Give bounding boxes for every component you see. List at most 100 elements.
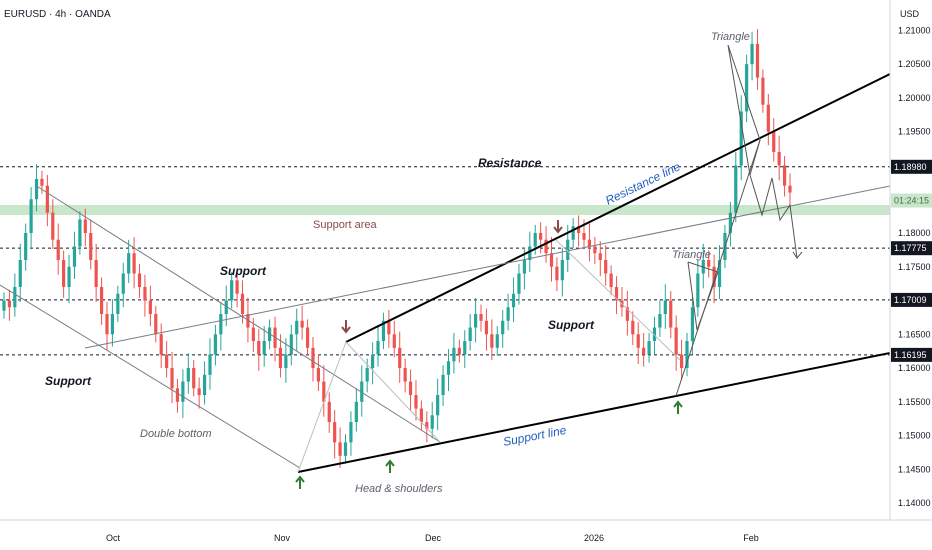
candle-body	[213, 334, 218, 355]
x-tick-label: Nov	[274, 533, 291, 543]
projection-path	[749, 174, 798, 259]
channel-lower	[0, 284, 301, 469]
candle-body	[658, 314, 662, 328]
candle-body	[566, 239, 570, 260]
candle-body	[403, 368, 407, 382]
candle-body	[165, 354, 169, 369]
candle-body	[18, 260, 22, 288]
candle-body	[132, 253, 136, 274]
hs-guide-2	[297, 341, 347, 473]
candle-body	[739, 111, 743, 166]
y-tick-label: 1.20000	[898, 93, 931, 103]
current-price-label: 01:24:15	[894, 196, 929, 206]
candle-body	[490, 334, 494, 348]
price-level-labels: 1.18980 1.17775 1.17009 1.16195 01:24:15	[891, 159, 932, 362]
annot-triangle-1: Triangle	[711, 31, 750, 43]
candle-body	[734, 165, 738, 213]
x-tick-label: Oct	[106, 533, 121, 543]
candle-body	[40, 178, 44, 186]
candle-body	[598, 253, 602, 260]
y-tick-label: 1.19500	[898, 127, 931, 137]
y-tick-label: 1.16000	[898, 363, 931, 373]
candle-body	[679, 354, 684, 369]
candle-body	[289, 334, 293, 355]
arrow-down-2	[553, 220, 563, 234]
y-tick-label: 1.14000	[898, 498, 931, 508]
candle-body	[159, 334, 163, 355]
price-level-tag	[891, 292, 932, 307]
candle-body	[528, 246, 532, 260]
candle-body	[13, 287, 17, 308]
candle-body	[371, 354, 375, 369]
candle-body	[539, 232, 543, 240]
arrow-up-2	[385, 459, 395, 473]
candle-body	[116, 293, 120, 315]
candle-body	[517, 273, 521, 294]
candle-body	[614, 287, 619, 301]
candle-body	[452, 347, 456, 362]
candle-body	[333, 422, 337, 443]
candle-body	[316, 368, 320, 382]
candle-body	[251, 327, 255, 342]
candle-body	[181, 381, 185, 402]
candle-body	[745, 64, 749, 112]
candle-body	[381, 320, 386, 342]
candle-body	[224, 300, 228, 315]
candle-body	[143, 287, 147, 301]
candle-body	[262, 341, 266, 355]
candle-body	[647, 341, 651, 355]
candle-body	[663, 300, 667, 315]
y-tick-label: 1.20500	[898, 59, 931, 69]
candle-body	[192, 368, 196, 389]
candle-body	[772, 131, 776, 152]
candle-body	[625, 307, 629, 321]
candle-body	[544, 239, 548, 254]
annot-support-3: Support	[548, 318, 595, 332]
candle-body	[750, 43, 754, 65]
candle-body	[127, 253, 131, 274]
support-area-band	[0, 205, 890, 215]
candle-body	[72, 246, 77, 267]
candle-body	[257, 341, 261, 355]
guide-3	[555, 239, 681, 361]
candle-body	[284, 354, 288, 369]
candle-body	[690, 307, 695, 342]
y-tick-label: 1.15000	[898, 431, 931, 441]
candle-body	[782, 165, 787, 186]
candle-body	[593, 246, 597, 254]
candle-body	[533, 232, 537, 247]
candle-body	[94, 260, 98, 288]
candle-body	[110, 314, 115, 335]
candle-body	[392, 334, 396, 348]
candle-body	[457, 347, 461, 355]
annot-double-bottom: Double bottom	[140, 428, 212, 440]
candle-body	[474, 314, 478, 328]
channel-upper	[34, 184, 441, 443]
arrow-up-1	[295, 475, 305, 489]
x-ticks: Oct Nov Dec 2026 Feb	[106, 533, 759, 543]
arrow-up-3	[673, 400, 683, 414]
candle-body	[576, 226, 581, 233]
candle-body	[62, 260, 66, 288]
candle-body	[89, 232, 93, 260]
candle-body	[717, 260, 722, 288]
candle-body	[436, 395, 440, 416]
triangle-upper	[727, 44, 761, 176]
candle-body	[609, 273, 613, 288]
candle-body	[522, 260, 526, 274]
candle-body	[425, 422, 429, 429]
candle-body	[707, 260, 711, 267]
candle-body	[506, 307, 510, 321]
price-level-lines	[0, 166, 890, 356]
mid-trendline	[84, 185, 891, 349]
candle-body	[652, 327, 657, 342]
candle-body	[51, 212, 55, 240]
candle-body	[501, 320, 505, 335]
candle-body	[230, 280, 234, 301]
candle-body	[24, 232, 28, 260]
candle-body	[376, 341, 380, 355]
candle-body	[175, 388, 180, 402]
resistance-line	[345, 73, 891, 343]
candle-body	[7, 300, 12, 308]
